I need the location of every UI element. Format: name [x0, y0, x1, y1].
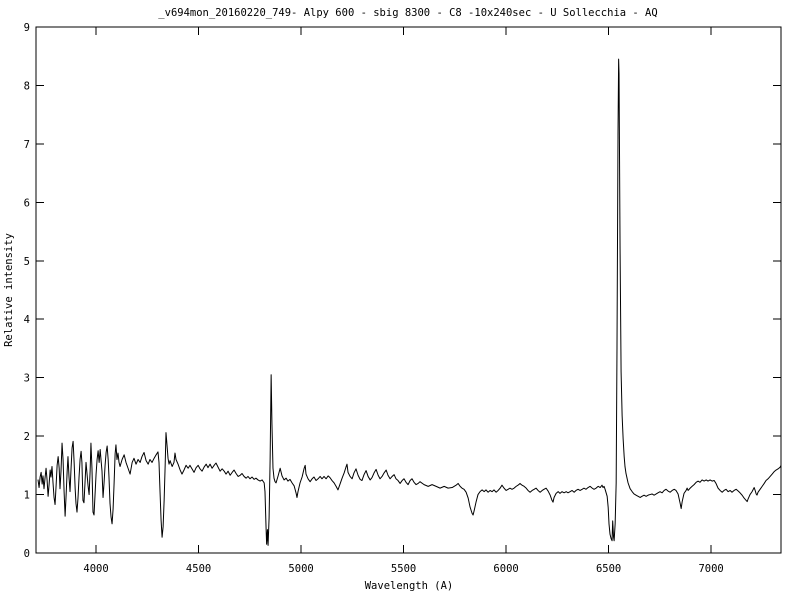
y-axis-label: Relative intensity — [3, 233, 15, 347]
spectrum-trace — [37, 58, 782, 546]
axis-ticks — [36, 26, 781, 554]
plot-border — [35, 26, 782, 554]
plot-frame — [35, 26, 782, 554]
x-tick-label: 4000 — [83, 563, 108, 575]
y-tick-label: 0 — [24, 548, 30, 560]
y-tick-label: 7 — [24, 139, 30, 151]
y-tick-label: 2 — [24, 431, 30, 443]
x-tick-label: 6500 — [596, 563, 621, 575]
y-tick-label: 5 — [24, 256, 30, 268]
x-tick-label: 5500 — [391, 563, 416, 575]
x-axis-label: Wavelength (A) — [365, 580, 454, 592]
y-tick-label: 6 — [24, 197, 30, 209]
x-tick-label: 7000 — [698, 563, 723, 575]
x-tick-label: 5000 — [288, 563, 313, 575]
y-tick-label: 8 — [24, 80, 30, 92]
spectrum-trace-layer — [37, 58, 782, 546]
y-tick-label: 9 — [24, 22, 30, 34]
y-tick-label: 1 — [24, 490, 30, 502]
chart-title: _v694mon_20160220_749- Alpy 600 - sbig 8… — [158, 7, 657, 19]
y-tick-label: 3 — [24, 373, 30, 385]
x-tick-label: 4500 — [186, 563, 211, 575]
x-tick-label: 6000 — [493, 563, 518, 575]
axis-tick-labels: 4000 4500 5000 5500 6000 6500 7000 0 1 2 3 4 5 6 7 8 9 — [24, 22, 724, 575]
y-tick-label: 4 — [24, 314, 30, 326]
